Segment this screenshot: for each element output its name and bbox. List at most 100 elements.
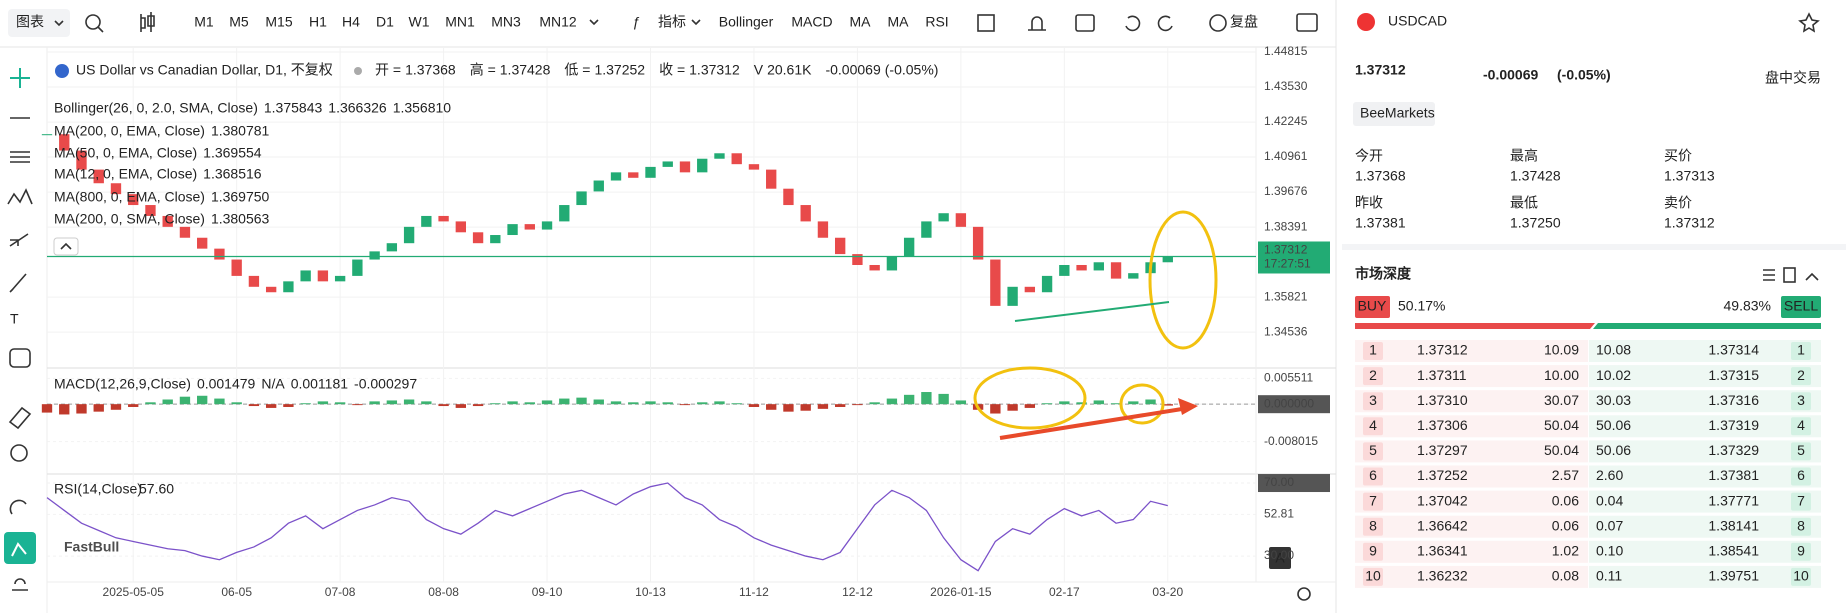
trash-tool[interactable] (12, 578, 28, 591)
ask-level: 10 (1793, 568, 1809, 584)
timeframe-button[interactable]: M5 (229, 14, 249, 30)
ruler-tool[interactable] (8, 406, 32, 430)
indicator-button[interactable]: RSI (925, 14, 948, 30)
histogram-bar (852, 404, 863, 406)
x-tick-label: 03-20 (1152, 585, 1183, 599)
fib-tool[interactable] (9, 233, 29, 247)
indicator-button[interactable]: MACD (791, 14, 832, 30)
timeframe-button[interactable]: MN1 (445, 14, 475, 30)
flag-icon (55, 64, 69, 78)
caret[interactable] (589, 19, 599, 26)
symbol: USDCAD (1388, 13, 1447, 29)
x-tick-label: 09-10 (532, 585, 563, 599)
bid-level-box (1363, 417, 1383, 436)
bid-level: 9 (1369, 543, 1377, 559)
magnet-tool[interactable] (9, 499, 27, 515)
broker-chip (1353, 102, 1435, 126)
redo-icon[interactable] (1157, 15, 1173, 32)
depth-collapse-icon[interactable] (1805, 272, 1819, 281)
chart-menu-button[interactable] (8, 9, 70, 37)
bid-level-box (1363, 442, 1383, 461)
x-tick-label: 02-17 (1049, 585, 1080, 599)
histogram-bar (41, 404, 53, 413)
candle-icon[interactable] (140, 12, 155, 32)
buy-badge (1355, 296, 1390, 318)
depth-list-icon[interactable] (1763, 269, 1775, 281)
histogram-bar (869, 402, 880, 405)
histogram-bar (334, 402, 346, 405)
emoji-tool[interactable] (9, 348, 31, 368)
arrow-head (1178, 398, 1198, 415)
stat-label: 买价 (1664, 148, 1692, 164)
ask-level-box (1791, 342, 1811, 360)
bid-price: 1.37312 (1417, 342, 1468, 358)
favorite-icon[interactable] (1798, 12, 1820, 33)
timeframe-button[interactable]: M1 (194, 14, 214, 30)
timeframe-button[interactable]: W1 (409, 14, 430, 30)
layout-icon[interactable] (977, 14, 995, 32)
axis-button[interactable] (1269, 547, 1291, 569)
alert-icon[interactable] (1028, 16, 1046, 31)
pattern-tool[interactable] (7, 188, 33, 205)
depth-book-icon[interactable] (1783, 267, 1796, 283)
histogram-bar (541, 400, 553, 405)
y-tick-label: 1.34536 (1264, 324, 1308, 338)
timeframe-button[interactable]: H4 (342, 14, 360, 30)
candle-body (576, 191, 587, 206)
bid-level: 3 (1369, 392, 1377, 408)
replay-icon[interactable] (1209, 14, 1227, 32)
histogram-bar (1024, 404, 1036, 408)
indicator-button[interactable]: MA (850, 14, 872, 30)
undo-icon[interactable] (1125, 15, 1141, 32)
text-tool[interactable]: T (10, 311, 19, 327)
axis-button-label[interactable]: A (1275, 550, 1285, 566)
histogram-bar (76, 404, 87, 414)
channel-tool[interactable] (10, 151, 30, 163)
timeframe-button[interactable]: MN12 (539, 14, 577, 30)
crosshair-tool[interactable] (10, 68, 30, 88)
bid-row-bg (1355, 465, 1588, 488)
candle-body (283, 281, 294, 293)
ohlc-value: 1.37428 (500, 62, 551, 78)
macd-reading: 0.001479 (197, 376, 256, 392)
price-change-pct: (-0.05%) (1557, 67, 1611, 83)
candle-body (886, 256, 898, 271)
stat-label: 最低 (1510, 195, 1538, 211)
bid-level: 4 (1369, 417, 1377, 433)
histogram-bar (834, 404, 846, 407)
fullscreen-icon[interactable] (1296, 13, 1318, 32)
replay[interactable]: 复盘 (1230, 14, 1258, 30)
calendar-icon[interactable] (1075, 14, 1095, 32)
collapse-button[interactable] (53, 237, 79, 256)
zoom-tool[interactable] (10, 444, 28, 462)
search-icon[interactable] (85, 14, 101, 30)
candle-body (972, 226, 984, 260)
timeframe-button[interactable]: D1 (376, 14, 394, 30)
highlight-ellipse (973, 366, 1087, 430)
chart-menu[interactable]: 图表 (16, 14, 44, 30)
histogram-bar (1041, 403, 1053, 405)
indicator-button[interactable]: Bollinger (719, 14, 774, 30)
indicator-icon[interactable]: ƒ (632, 14, 640, 30)
indicators-menu[interactable]: 指标 (658, 14, 686, 30)
timeframe-button[interactable]: M15 (265, 14, 292, 30)
collapse-glyph (60, 242, 72, 250)
ask-level: 7 (1797, 492, 1805, 508)
x-tick-label: 10-13 (635, 585, 666, 599)
buy-label: BUY (1358, 298, 1387, 314)
ask-price: 1.39751 (1708, 568, 1759, 584)
indicator-button[interactable]: MA (888, 14, 910, 30)
stat-value: 1.37313 (1664, 168, 1715, 184)
y-tick-label: 1.43530 (1264, 79, 1308, 93)
ask-row-bg (1589, 540, 1821, 563)
candle-body (128, 194, 139, 206)
timeframe-button[interactable]: MN3 (491, 14, 521, 30)
histogram-bar (697, 402, 708, 405)
settings-icon[interactable] (1297, 587, 1311, 601)
histogram-bar (386, 400, 398, 405)
histogram-bar (352, 404, 363, 406)
brush-tool[interactable] (9, 273, 27, 293)
countdown-label: 17:27:51 (1264, 257, 1311, 271)
timeframe-button[interactable]: H1 (309, 14, 327, 30)
histogram-bar (662, 402, 673, 405)
